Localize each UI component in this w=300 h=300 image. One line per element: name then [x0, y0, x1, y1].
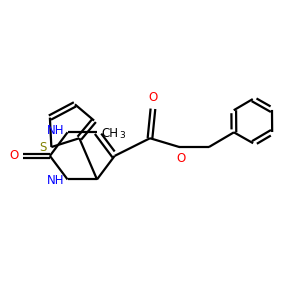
Text: O: O: [176, 152, 185, 165]
Text: NH: NH: [47, 174, 64, 188]
Text: O: O: [148, 92, 158, 104]
Text: CH: CH: [101, 127, 118, 140]
Text: NH: NH: [47, 124, 64, 137]
Text: S: S: [40, 141, 47, 154]
Text: 3: 3: [119, 131, 125, 140]
Text: O: O: [10, 149, 19, 162]
